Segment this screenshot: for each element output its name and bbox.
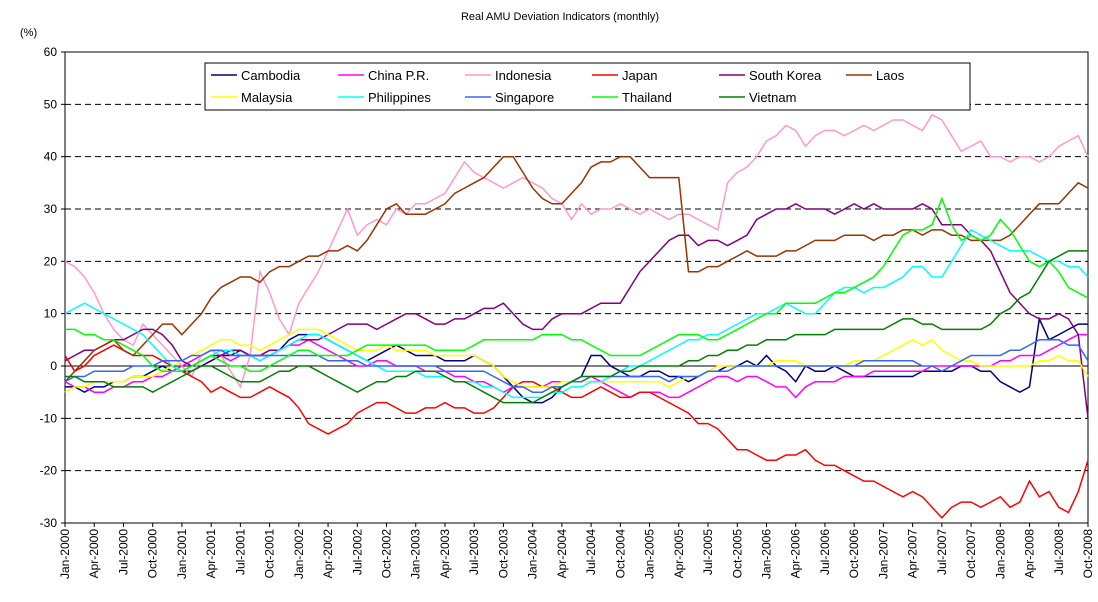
x-tick-label: Jan-2004 [526,529,540,579]
legend-label: Singapore [495,90,554,105]
y-tick-label: 60 [44,45,58,59]
x-tick-label: Jul-2008 [1052,529,1066,575]
x-tick-label: Jul-2007 [935,529,949,575]
x-tick-label: Jan-2008 [993,529,1007,579]
y-tick-label: 10 [44,307,58,321]
legend-label: Japan [622,68,657,83]
series-line [64,155,1089,383]
legend-label: Philippines [368,90,431,105]
series-line [65,316,1088,404]
series-line [65,250,1088,404]
x-tick-label: Jul-2005 [701,529,715,575]
x-tick-label: Apr-2000 [87,529,101,579]
x-tick-label: Oct-2001 [263,529,277,579]
series-line [64,113,1089,389]
x-tick-label: Oct-2002 [380,529,394,579]
x-tick-label: Jan-2002 [292,529,306,579]
x-tick-label: Jan-2000 [58,529,72,579]
x-tick-label: Oct-2004 [613,529,627,579]
y-tick-label: 30 [44,202,58,216]
x-tick-label: Apr-2004 [555,529,569,579]
x-tick-label: Apr-2001 [204,529,218,579]
legend-label: South Korea [749,68,822,83]
x-tick-label: Oct-2007 [964,529,978,579]
x-tick-label: Jul-2004 [584,529,598,575]
y-tick-label: -20 [40,464,58,478]
x-tick-label: Apr-2003 [438,529,452,579]
legend-label: Laos [876,68,905,83]
x-tick-label: Jan-2006 [759,529,773,579]
legend-box [204,62,971,111]
x-tick-label: Oct-2000 [146,529,160,579]
series-line [64,339,1089,393]
x-tick-label: Oct-2003 [496,529,510,579]
x-tick-label: Apr-2006 [789,529,803,579]
x-tick-label: Jul-2001 [233,529,247,575]
series-line [64,328,1089,393]
legend-label: Malaysia [241,90,293,105]
x-tick-label: Jul-2003 [467,529,481,575]
plot-frame [64,51,1089,524]
x-tick-label: Jan-2007 [876,529,890,579]
legend-label: Indonesia [495,68,552,83]
x-tick-label: Apr-2007 [906,529,920,579]
y-tick-label: 40 [44,150,58,164]
legend-label: Cambodia [241,68,301,83]
series-line [65,196,1089,372]
x-tick-label: Oct-2005 [730,529,744,579]
series-line [64,228,1089,399]
y-axis-label: (%) [20,27,37,39]
x-tick-label: Jan-2003 [409,529,423,579]
x-tick-label: Jul-2002 [350,529,364,575]
x-tick-label: Jul-2000 [116,529,130,575]
chart-title: Real AMU Deviation Indicators (monthly) [461,11,659,23]
x-tick-label: Apr-2008 [1023,529,1037,579]
y-tick-label: 20 [44,254,58,268]
legend-label: Vietnam [749,90,796,105]
y-tick-label: 50 [44,97,58,111]
y-tick-label: -30 [40,516,58,530]
series-line [64,344,1089,519]
x-tick-label: Jan-2001 [175,529,189,579]
legend-label: China P.R. [368,68,429,83]
x-tick-label: Jan-2005 [643,529,657,579]
x-tick-label: Oct-2008 [1081,529,1095,579]
y-tick-label: -10 [40,411,58,425]
x-tick-label: Oct-2006 [847,529,861,579]
x-tick-label: Apr-2005 [672,529,686,579]
y-tick-label: 0 [50,359,57,373]
x-tick-label: Jul-2006 [818,529,832,575]
x-tick-label: Apr-2002 [321,529,335,579]
series-line [64,202,1089,419]
legend-label: Thailand [622,90,672,105]
